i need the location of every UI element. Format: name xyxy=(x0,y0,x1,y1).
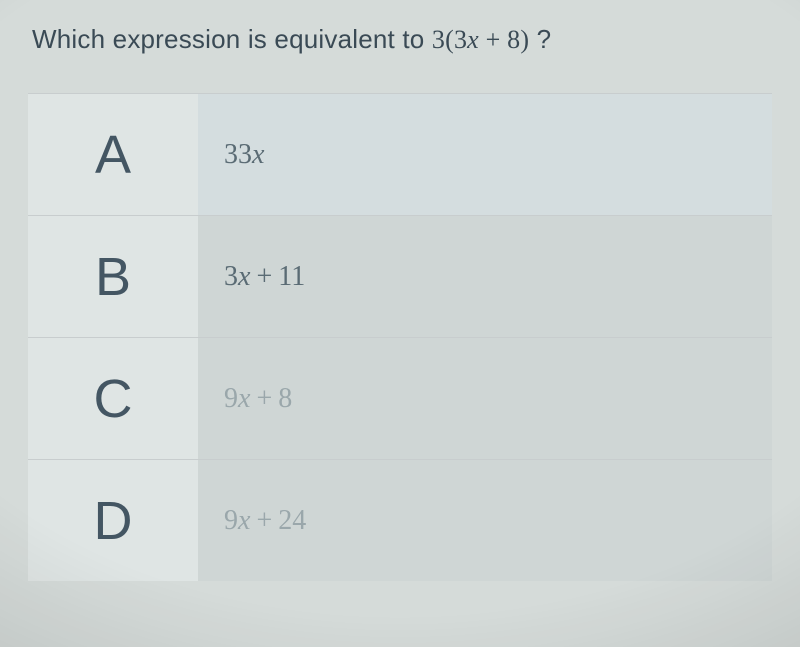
option-expression: 3x+11 xyxy=(224,261,305,293)
question-math-const: 8 xyxy=(507,25,520,54)
option-letter: D xyxy=(94,490,133,552)
option-expr-cell: 33x xyxy=(198,94,772,215)
option-row-a[interactable]: A 33x xyxy=(28,93,772,215)
option-letter-cell: D xyxy=(28,460,198,581)
question-math-close: ) xyxy=(520,25,529,54)
expr-const: 8 xyxy=(278,383,292,414)
question-math-inner-coef: 3 xyxy=(454,25,467,54)
question-math-plus: + xyxy=(479,25,507,54)
question-stem: Which expression is equivalent to 3(3x +… xyxy=(32,24,772,55)
question-math-open: ( xyxy=(445,25,454,54)
question-text: Which expression is equivalent to xyxy=(32,24,432,54)
expr-const: 24 xyxy=(278,505,306,536)
expr-coef: 3 xyxy=(224,261,238,292)
expr-plus: + xyxy=(250,383,278,414)
expr-var: x xyxy=(238,383,250,414)
question-math-outer-coef: 3 xyxy=(432,25,445,54)
option-expression: 9x+24 xyxy=(224,505,306,537)
option-expr-cell: 3x+11 xyxy=(198,216,772,337)
expr-var: x xyxy=(238,261,250,292)
expr-var: x xyxy=(238,505,250,536)
expr-coef: 33 xyxy=(224,139,252,170)
option-expression: 33x xyxy=(224,139,264,171)
question-math-var: x xyxy=(467,25,479,54)
option-letter: A xyxy=(95,124,131,186)
expr-coef: 9 xyxy=(224,505,238,536)
option-row-c[interactable]: C 9x+8 xyxy=(28,337,772,459)
question-page: Which expression is equivalent to 3(3x +… xyxy=(0,0,800,647)
option-expr-cell: 9x+24 xyxy=(198,460,772,581)
expr-var: x xyxy=(252,139,264,170)
option-row-b[interactable]: B 3x+11 xyxy=(28,215,772,337)
option-letter: C xyxy=(94,368,133,430)
option-letter: B xyxy=(95,246,131,308)
expr-const: 11 xyxy=(278,261,305,292)
expr-plus: + xyxy=(250,261,278,292)
expr-plus: + xyxy=(250,505,278,536)
option-expression: 9x+8 xyxy=(224,383,292,415)
options-list: A 33x B 3x+11 C 9 xyxy=(28,93,772,581)
option-letter-cell: B xyxy=(28,216,198,337)
expr-coef: 9 xyxy=(224,383,238,414)
option-letter-cell: A xyxy=(28,94,198,215)
option-expr-cell: 9x+8 xyxy=(198,338,772,459)
option-row-d[interactable]: D 9x+24 xyxy=(28,459,772,581)
option-letter-cell: C xyxy=(28,338,198,459)
question-suffix: ? xyxy=(529,24,551,54)
